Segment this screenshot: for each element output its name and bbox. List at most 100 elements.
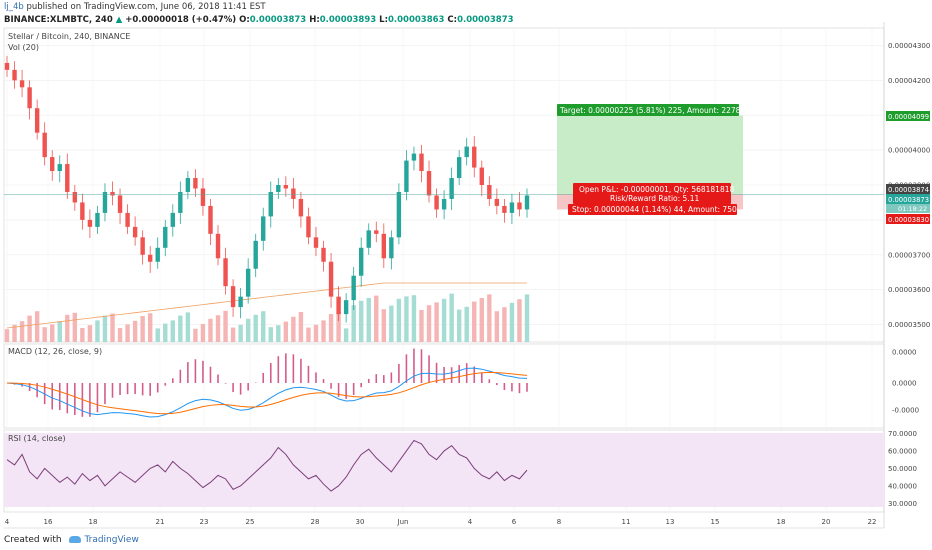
symbol-label: BINANCE:XLMBTC, 240	[4, 15, 113, 25]
candle	[193, 169, 198, 197]
stop-box[interactable]: Stop: 0.00000044 (1.14%) 44, Amount: 750	[568, 204, 737, 215]
volume-bar	[200, 324, 206, 342]
candle	[306, 207, 311, 245]
candle	[27, 80, 32, 120]
candle-body	[291, 188, 296, 199]
time-tick-label: 16	[44, 518, 53, 526]
candle	[72, 185, 78, 211]
target-price-tag: 0.00004099	[886, 111, 930, 121]
tradingview-brand[interactable]: TradingView	[84, 535, 139, 545]
volume-bar	[456, 309, 462, 342]
candle	[313, 226, 319, 257]
time-axis[interactable]: 4 16 18 21 23 25 28 30 Jun 4 6 8 11 13 15 18 20 22	[5, 518, 877, 526]
macd-axis: 0.0000 0.0000 -0.0000	[892, 349, 919, 415]
macd-tick-label: 0.0000	[892, 380, 917, 388]
candle-body	[374, 230, 379, 234]
volume-ma-line	[6, 282, 527, 329]
stop-price-tag: 0.00003830	[886, 214, 930, 224]
candle	[487, 176, 492, 206]
candle	[479, 160, 484, 197]
candle-body	[170, 212, 175, 227]
volume-bar	[276, 325, 281, 342]
volume-bar	[19, 321, 25, 342]
candle-body	[298, 198, 304, 217]
candle-body	[434, 195, 439, 210]
volume-bar	[343, 328, 349, 342]
candle	[434, 188, 439, 218]
candle	[140, 230, 145, 265]
candle-body	[396, 191, 402, 238]
candle	[125, 204, 130, 234]
candle	[517, 191, 522, 217]
volume-bar	[261, 311, 266, 342]
candle-body	[27, 87, 32, 109]
candle-body	[185, 178, 191, 192]
candle	[170, 204, 175, 237]
volume-bar	[65, 314, 70, 342]
candle-body	[178, 191, 183, 213]
time-tick-label: 23	[200, 518, 209, 526]
volume-bar	[125, 324, 130, 342]
high-value: 0.00003893	[319, 15, 377, 25]
candle	[509, 193, 515, 225]
candle	[366, 223, 371, 255]
volume-bar	[12, 324, 17, 342]
time-tick-label: 13	[666, 518, 675, 526]
candle-body	[456, 157, 462, 179]
price-tick-label: 0.00004000	[888, 147, 930, 155]
candle-body	[449, 178, 454, 199]
volume-bar	[140, 316, 145, 342]
time-tick-label: 8	[557, 518, 561, 526]
volume-bar	[245, 318, 251, 342]
volume-bar	[95, 320, 100, 342]
entry-price-tag: 0.00003874	[886, 184, 930, 194]
candle-body	[502, 205, 507, 213]
time-tick-label: 18	[777, 518, 786, 526]
volume-bar	[404, 296, 409, 342]
stop-text: Stop: 0.00000044 (1.14%) 44, Amount: 750	[572, 205, 737, 214]
candle-body	[366, 230, 371, 248]
volume-bar	[351, 305, 356, 342]
candle	[336, 286, 341, 322]
volume-bar	[110, 313, 115, 342]
target-zone[interactable]	[557, 115, 743, 195]
volume-bar	[494, 311, 500, 342]
candle	[472, 136, 477, 178]
candle-body	[472, 146, 477, 168]
candle-body	[245, 268, 251, 297]
candle	[464, 137, 469, 166]
pnl-box[interactable]: Open P&L: -0.00000001, Qty: 568181818 Ri…	[573, 183, 735, 204]
rsi-band	[4, 433, 884, 507]
low-label: L:	[379, 15, 388, 25]
volume-bar	[208, 318, 213, 342]
candle-body	[419, 153, 424, 172]
rsi-tick-label: 70.0000	[888, 430, 917, 438]
candle-body	[65, 164, 70, 192]
target-box[interactable]: Target: 0.00000225 (5.81%) 225, Amount: …	[557, 104, 753, 116]
rsi-axis: 70.0000 60.0000 50.0000 40.0000 30.0000	[888, 430, 917, 508]
volume-bar	[517, 299, 522, 342]
candle-body	[487, 185, 492, 199]
volume-bar	[72, 312, 78, 342]
last-price-tag: 0.00003873	[886, 194, 930, 204]
rsi-label: RSI (14, close)	[8, 434, 66, 443]
candle	[449, 167, 454, 211]
macd-line	[6, 367, 528, 418]
candle	[524, 188, 530, 218]
candle-body	[4, 62, 10, 70]
countdown-tag: 01:18:22	[886, 204, 930, 213]
candle	[283, 176, 289, 197]
volume-bar	[57, 321, 62, 342]
candle-body	[426, 171, 432, 196]
footer: Created with TradingView	[4, 535, 139, 545]
volume-bar	[441, 298, 447, 342]
publisher-link[interactable]: lj_4b	[4, 2, 24, 12]
candle-body	[261, 216, 266, 241]
created-with-text: Created with	[4, 535, 62, 545]
volume-bar	[502, 307, 507, 342]
candle-body	[253, 240, 258, 269]
candle-body	[479, 167, 484, 185]
candle-body	[132, 226, 138, 238]
open-label: O:	[239, 15, 250, 25]
